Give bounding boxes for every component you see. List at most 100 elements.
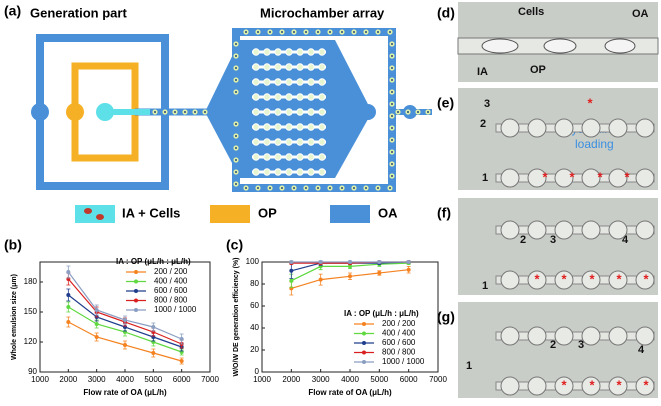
chamber	[500, 270, 520, 290]
chamber	[274, 48, 282, 56]
data-point	[348, 260, 352, 264]
chamber	[274, 78, 282, 86]
droplet-core	[391, 175, 393, 177]
chamber	[252, 93, 260, 101]
data-point	[94, 322, 99, 326]
data-point	[151, 325, 156, 329]
droplet-core	[245, 31, 247, 33]
chamber	[296, 108, 304, 116]
chamber	[263, 108, 271, 116]
data-point	[377, 271, 382, 275]
annotation: 2	[520, 234, 526, 246]
panel-label: (d)	[437, 5, 455, 21]
droplet-core	[353, 31, 355, 33]
droplet-core	[389, 31, 391, 33]
chamber	[274, 123, 282, 131]
droplet-core	[293, 187, 295, 189]
legend-label: 400 / 400	[154, 277, 188, 286]
channel	[495, 123, 655, 133]
annotation: Cells	[518, 6, 544, 18]
chamber	[554, 220, 574, 240]
chamber	[318, 108, 326, 116]
chamber	[635, 118, 655, 138]
annotation: 1	[482, 172, 488, 184]
droplet-core	[245, 187, 247, 189]
legend-title: IA : OP (μL/h : μL/h)	[116, 257, 191, 266]
chamber	[554, 270, 574, 290]
y-tick-label: 100	[246, 257, 260, 266]
droplet-core	[235, 79, 237, 81]
chamber	[296, 123, 304, 131]
legend-marker	[134, 289, 138, 293]
y-tick-label: 20	[250, 345, 259, 354]
chamber	[527, 376, 547, 396]
annotation: 3	[578, 339, 584, 351]
y-tick-label: 80	[250, 279, 259, 288]
chamber	[296, 153, 304, 161]
marker: *	[569, 169, 575, 184]
chamber	[274, 63, 282, 71]
chamber	[296, 168, 304, 176]
chamber	[307, 153, 315, 161]
droplet-core	[235, 91, 237, 93]
legend-marker	[362, 350, 366, 355]
chart: (b) 90 120 150 180 1000 2000 3000 4000 5000 6000 70…	[4, 237, 219, 397]
data-point	[179, 337, 184, 341]
legend-marker	[362, 322, 366, 326]
chamber	[285, 108, 293, 116]
chamber	[296, 63, 304, 71]
chamber	[554, 326, 574, 346]
chamber	[285, 153, 293, 161]
channel	[495, 275, 655, 285]
data-point	[377, 260, 382, 264]
annotation: IA	[477, 66, 488, 78]
chamber	[635, 270, 655, 290]
annotation: 3	[550, 234, 556, 246]
chamber	[285, 78, 293, 86]
droplet-core	[204, 111, 206, 113]
chamber	[296, 93, 304, 101]
droplet-core	[235, 147, 237, 149]
droplet-core	[235, 123, 237, 125]
chamber	[581, 376, 601, 396]
x-tick-label: 2000	[59, 375, 77, 384]
chamber	[263, 138, 271, 146]
legend-marker	[362, 360, 366, 364]
chamber	[581, 220, 601, 240]
legend-swatch	[330, 205, 370, 223]
panel-label: (f)	[437, 205, 451, 221]
chamber	[274, 138, 282, 146]
marker: *	[587, 95, 593, 110]
droplet-core	[184, 111, 186, 113]
chamber	[500, 220, 520, 240]
chamber	[285, 93, 293, 101]
droplet-core	[257, 187, 259, 189]
data-point	[348, 274, 352, 279]
x-tick-label: 7000	[429, 375, 447, 384]
droplet-core	[269, 187, 271, 189]
marker: *	[616, 271, 622, 286]
legend-marker	[134, 279, 138, 284]
droplet-core	[365, 31, 367, 33]
droplet	[543, 38, 577, 54]
panel-a: (a) Generation part Microchamber array I…	[4, 3, 432, 223]
marker: *	[597, 169, 603, 184]
data-point	[179, 359, 184, 363]
droplet-core	[317, 187, 319, 189]
panel-label: (b)	[4, 237, 22, 253]
marker: *	[589, 271, 595, 286]
chamber	[554, 376, 574, 396]
chamber	[608, 168, 628, 188]
droplet-core	[391, 151, 393, 153]
chamber	[527, 326, 547, 346]
x-tick-label: 6000	[173, 375, 191, 384]
channel	[495, 225, 655, 235]
droplet-core	[417, 111, 419, 113]
droplet-core	[391, 55, 393, 57]
chamber	[252, 123, 260, 131]
legend-label: 600 / 600	[382, 338, 416, 347]
chamber	[581, 168, 601, 188]
chamber	[285, 63, 293, 71]
droplet-core	[305, 31, 307, 33]
